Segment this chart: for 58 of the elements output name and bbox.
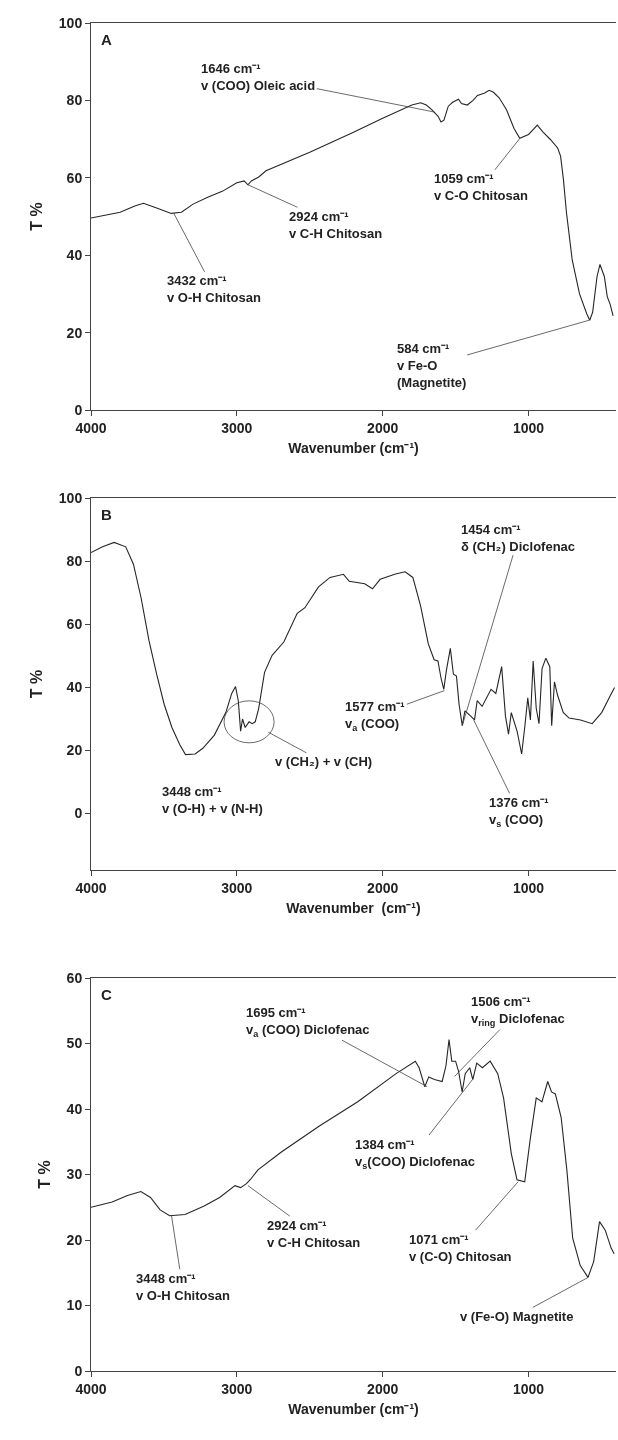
y-tick-label: 0 (74, 401, 83, 418)
y-tick-label: 20 (66, 742, 83, 759)
annotation: 3448 cm⁻¹ v O-H Chitosan (136, 1271, 230, 1303)
x-tick-label: 1000 (512, 419, 545, 436)
y-tick-label: 80 (66, 92, 83, 109)
annotation: 1376 cm⁻¹ v$_{s}$ (COO) (489, 795, 549, 829)
y-tick-label: 100 (58, 14, 83, 31)
y-tick-label: 50 (66, 1035, 83, 1052)
annotation: 1695 cm⁻¹ v$_{a}$ (COO) Diclofenac (246, 1005, 370, 1039)
annotation: 1577 cm⁻¹ v$_{a}$ (COO) (345, 699, 405, 733)
annotation: C (101, 986, 112, 1003)
annotation: 1454 cm⁻¹ δ (CH₂) Diclofenac (461, 522, 576, 554)
annotation: v (Fe-O) Magnetite (460, 1309, 574, 1324)
annotation: 1646 cm⁻¹ v (COO) Oleic acid (201, 61, 316, 93)
y-tick-label: 40 (66, 247, 83, 264)
annotation: 2924 cm⁻¹ v C-H Chitosan (267, 1218, 361, 1250)
x-axis-title: Wavenumber (cm⁻¹) (286, 900, 421, 917)
x-tick-label: 1000 (512, 1380, 545, 1397)
y-axis-title: T % (35, 1160, 53, 1189)
x-axis-title: Wavenumber (cm⁻¹) (288, 1401, 419, 1418)
annotation: 584 cm⁻¹ v Fe-O (Magnetite) (397, 341, 467, 390)
y-tick-label: 60 (66, 969, 83, 986)
y-tick-label: 10 (66, 1297, 83, 1314)
y-axis-title: T % (27, 669, 45, 699)
y-tick-label: 40 (66, 1100, 83, 1117)
annotation: 1384 cm⁻¹ v$_{s}$(COO) Diclofenac (355, 1137, 475, 1171)
annotation: 1071 cm⁻¹ v (C-O) Chitosan (409, 1232, 512, 1264)
x-tick-label: 4000 (75, 1380, 107, 1397)
annotation: v (CH₂) + v (CH) (275, 754, 373, 769)
x-tick-label: 2000 (367, 879, 399, 896)
y-tick-label: 0 (74, 1362, 83, 1379)
annotation: 2924 cm⁻¹ v C-H Chitosan (289, 209, 383, 241)
annotation: B (101, 506, 112, 523)
x-tick-label: 3000 (221, 419, 253, 436)
x-tick-label: 2000 (367, 419, 399, 436)
x-tick-label: 2000 (367, 1380, 399, 1397)
x-tick-label: 1000 (512, 879, 545, 896)
y-tick-label: 80 (66, 552, 83, 569)
y-tick-label: 30 (66, 1166, 83, 1183)
y-tick-label: 100 (58, 489, 83, 506)
y-tick-label: 40 (66, 679, 83, 696)
annotation: 3448 cm⁻¹ v (O-H) + v (N-H) (162, 784, 263, 816)
x-tick-label: 3000 (221, 1380, 253, 1397)
annotation: 3432 cm⁻¹ v O-H Chitosan (167, 273, 261, 305)
annotation: A (101, 31, 112, 48)
y-tick-label: 0 (74, 805, 83, 822)
annotation: 1059 cm⁻¹ v C-O Chitosan (434, 171, 528, 203)
x-axis-title: Wavenumber (cm⁻¹) (288, 440, 419, 457)
y-tick-label: 60 (66, 169, 83, 186)
y-tick-label: 20 (66, 324, 83, 341)
y-tick-label: 20 (66, 1231, 83, 1248)
annotation: 1506 cm⁻¹ v$_{ring}$ Diclofenac (471, 994, 565, 1028)
y-tick-label: 60 (66, 616, 83, 632)
y-axis-title: T % (27, 202, 45, 231)
line-series (91, 541, 616, 756)
x-tick-label: 4000 (75, 879, 107, 896)
x-tick-label: 4000 (75, 419, 107, 436)
x-tick-label: 3000 (221, 879, 253, 896)
